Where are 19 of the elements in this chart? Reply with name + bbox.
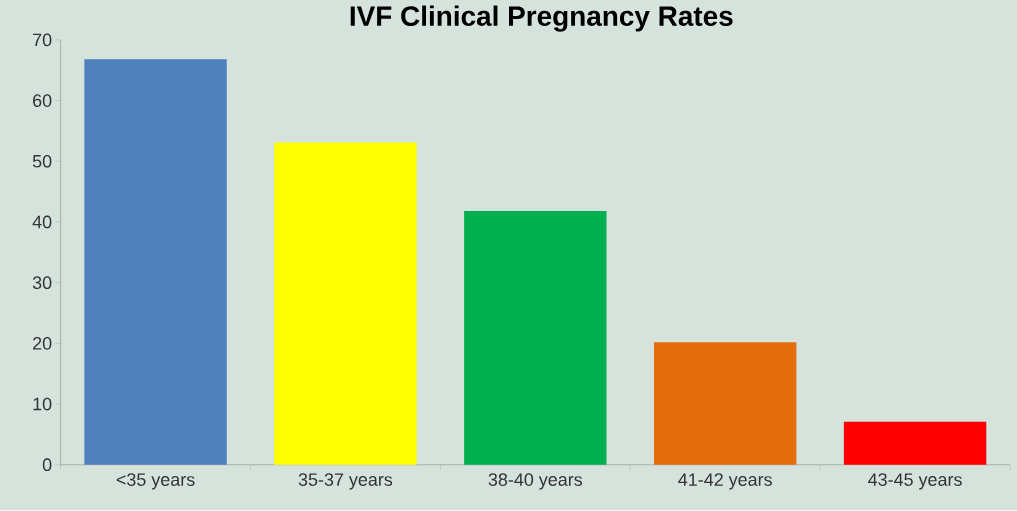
y-tick-label: 0 <box>42 458 52 472</box>
x-tick-label: 43-45 years <box>868 473 962 490</box>
x-tick-label: 38-40 years <box>488 473 583 490</box>
y-tick-label: 30 <box>32 276 52 290</box>
bar <box>464 211 607 465</box>
y-tick-label: 60 <box>33 94 52 108</box>
y-tick-label: 50 <box>32 155 52 168</box>
y-tick-label: 10 <box>33 397 52 411</box>
bar <box>274 142 417 465</box>
x-tick-label: 41-42 years <box>678 473 772 490</box>
bar <box>84 59 227 465</box>
y-tick-label: 20 <box>33 337 52 350</box>
y-tick-label: 70 <box>33 33 52 47</box>
y-tick-label: 40 <box>32 215 52 229</box>
x-tick-label: <35 years <box>116 473 195 490</box>
x-tick-label: 35-37 years <box>298 473 393 490</box>
bar <box>653 342 797 465</box>
chart-title: IVF Clinical Pregnancy Rates <box>350 5 733 32</box>
bar <box>843 421 987 465</box>
